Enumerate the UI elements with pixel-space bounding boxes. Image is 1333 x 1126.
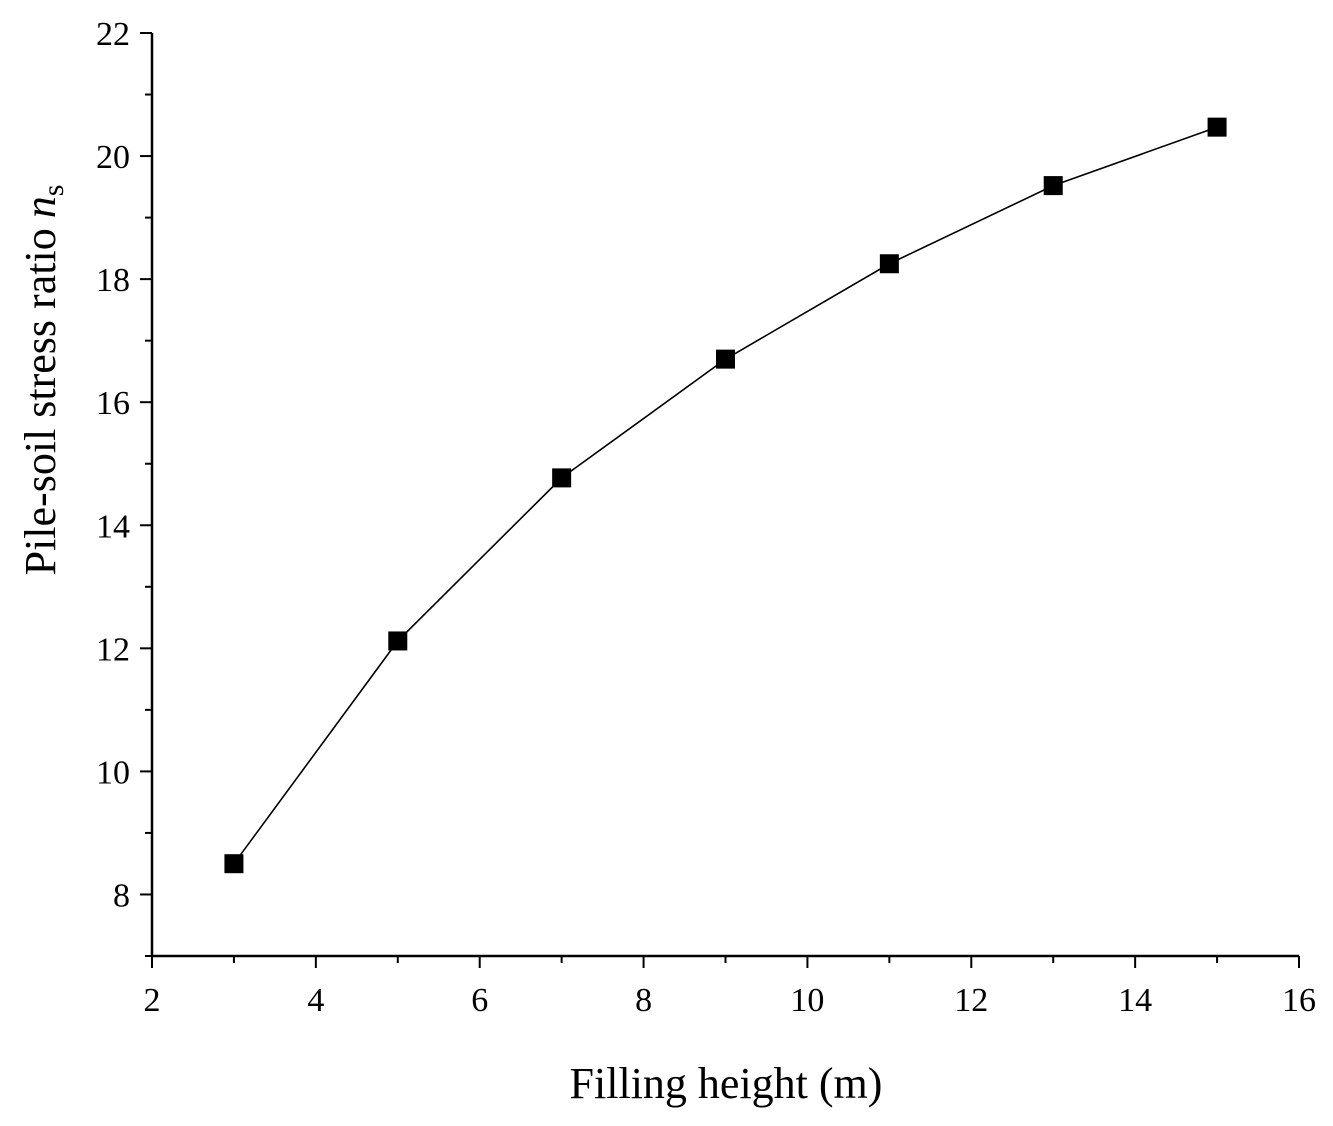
x-tick-label: 12 (954, 982, 988, 1019)
y-axis-title: Pile-soil stress ratio ns (16, 185, 70, 576)
data-point-marker (716, 349, 735, 369)
x-tick-label: 6 (471, 982, 488, 1019)
data-point-marker (1207, 117, 1227, 137)
y-tick-label: 12 (96, 631, 130, 668)
data-point-marker (388, 631, 408, 651)
series-layer (224, 117, 1227, 874)
plot-frame (150, 33, 1299, 958)
y-tick-label: 22 (96, 16, 130, 53)
data-point-marker (879, 254, 899, 274)
x-axis-ticks: 2 4 6 8 10 12 14 16 (144, 956, 1316, 1019)
x-tick-label: 14 (1118, 982, 1152, 1019)
y-tick-label: 20 (96, 139, 130, 176)
x-tick-label: 2 (144, 982, 161, 1019)
y-tick-label: 16 (96, 385, 130, 422)
y-tick-label: 14 (96, 508, 130, 545)
x-tick-label: 10 (790, 982, 824, 1019)
y-tick-label: 10 (96, 754, 130, 791)
x-axis-title: Filling height (m) (570, 1059, 883, 1108)
y-axis-title-subscript: s (37, 185, 70, 197)
data-point-marker (224, 854, 244, 874)
y-tick-label: 18 (96, 262, 130, 299)
x-tick-label: 8 (635, 982, 652, 1019)
x-tick-label: 16 (1282, 982, 1316, 1019)
series-line (233, 126, 1218, 865)
y-tick-label: 8 (113, 877, 130, 914)
x-tick-label: 4 (307, 982, 324, 1019)
y-axis-title-text: Pile-soil stress ratio (16, 228, 65, 575)
data-point-marker (552, 468, 572, 488)
data-point-marker (1043, 176, 1063, 196)
y-axis-ticks: 8 10 12 14 16 18 20 22 (96, 16, 152, 957)
y-axis-title-symbol: n (16, 196, 65, 218)
